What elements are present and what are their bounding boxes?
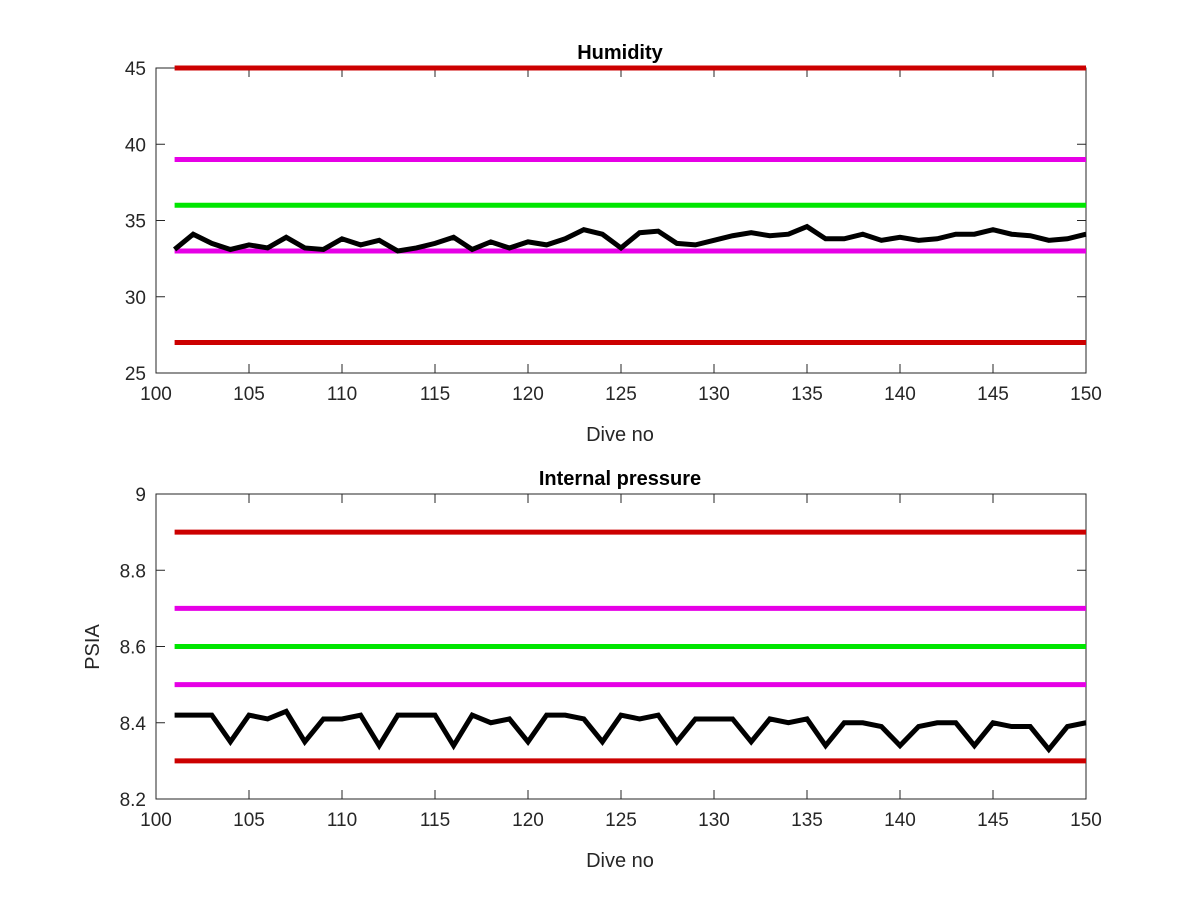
internal-pressure-threshold-lines xyxy=(174,529,1086,764)
humidity-threshold-lines xyxy=(174,65,1086,345)
internal-pressure-y-tick-label: 8.4 xyxy=(120,714,147,735)
internal-pressure-plot-title: Internal pressure xyxy=(539,468,701,490)
humidity-x-axis-title: Dive no xyxy=(586,424,654,446)
humidity-y-tick-label: 30 xyxy=(125,288,146,309)
humidity-x-tick-label: 120 xyxy=(512,384,544,405)
humidity-axes-box xyxy=(155,67,1087,374)
internal-pressure-x-tick-label: 150 xyxy=(1070,810,1102,831)
humidity-y-tick-label: 25 xyxy=(125,364,146,385)
internal-pressure-x-tick-label: 100 xyxy=(140,810,172,831)
internal-pressure-x-tick-label: 135 xyxy=(791,810,823,831)
humidity-y-tick-label: 45 xyxy=(125,59,146,80)
humidity-x-tick-label: 140 xyxy=(884,384,916,405)
internal-pressure-y-axis-title: PSIA xyxy=(82,624,104,670)
internal-pressure-ticks: 100 105 110 115 120 125 130 135 140 145 150 8.2 8.4 8… xyxy=(120,485,1102,831)
internal-pressure-x-tick-label: 105 xyxy=(233,810,265,831)
humidity-x-tick-label: 130 xyxy=(698,384,730,405)
internal-pressure-x-tick-label: 125 xyxy=(605,810,637,831)
humidity-y-tick-label: 35 xyxy=(125,212,146,233)
internal-pressure-y-tick-label: 8.2 xyxy=(120,790,146,811)
internal-pressure-x-tick-label: 145 xyxy=(977,810,1009,831)
humidity-x-tick-label: 100 xyxy=(140,384,172,405)
humidity-plot: Humidity 100 105 110 115 120 125 130 135 140 145 1… xyxy=(125,42,1102,446)
humidity-x-tick-label: 135 xyxy=(791,384,823,405)
humidity-x-tick-label: 150 xyxy=(1070,384,1102,405)
internal-pressure-x-axis-title: Dive no xyxy=(586,850,654,872)
internal-pressure-x-tick-label: 140 xyxy=(884,810,916,831)
humidity-plot-title: Humidity xyxy=(577,42,663,64)
humidity-x-tick-label: 125 xyxy=(605,384,637,405)
internal-pressure-x-tick-label: 130 xyxy=(698,810,730,831)
humidity-x-tick-label: 145 xyxy=(977,384,1009,405)
internal-pressure-series xyxy=(174,708,1087,754)
internal-pressure-x-tick-label: 120 xyxy=(512,810,544,831)
humidity-y-tick-label: 40 xyxy=(125,135,146,156)
humidity-ticks: 100 105 110 115 120 125 130 135 140 145 150 25 30 35 4… xyxy=(125,59,1102,405)
humidity-x-tick-label: 115 xyxy=(420,384,450,405)
internal-pressure-x-tick-label: 115 xyxy=(420,810,450,831)
internal-pressure-y-tick-label: 8.6 xyxy=(120,638,146,659)
internal-pressure-plot: Internal pressure 100 105 110 115 120 125 130 1… xyxy=(82,468,1102,872)
internal-pressure-series-line xyxy=(174,708,1087,754)
humidity-series-line xyxy=(173,223,1087,254)
internal-pressure-y-tick-label: 8.8 xyxy=(120,561,146,582)
humidity-x-tick-label: 105 xyxy=(233,384,265,405)
humidity-series xyxy=(173,223,1087,254)
internal-pressure-y-tick-label: 9 xyxy=(135,485,146,506)
humidity-x-tick-label: 110 xyxy=(327,384,357,405)
internal-pressure-x-tick-label: 110 xyxy=(327,810,357,831)
